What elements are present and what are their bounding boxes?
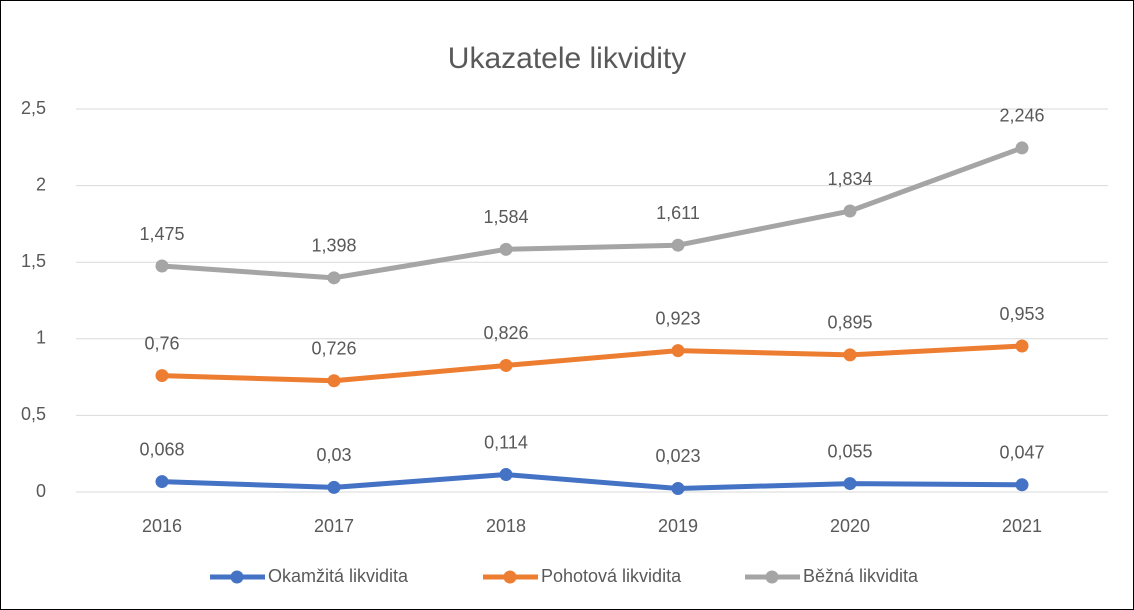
point — [155, 475, 169, 489]
point — [155, 259, 169, 273]
data-label: 0,953 — [999, 304, 1044, 324]
data-label: 0,114 — [484, 432, 528, 452]
data-label: 1,398 — [311, 236, 356, 256]
point — [1015, 339, 1029, 353]
data-label: 0,923 — [655, 308, 700, 328]
point — [155, 369, 169, 383]
legend-label: Okamžitá likvidita — [268, 566, 409, 586]
data-label: 1,611 — [656, 203, 700, 223]
point — [671, 481, 685, 495]
y-tick-label: 2,5 — [21, 98, 46, 118]
point — [499, 468, 513, 482]
point — [1015, 478, 1029, 492]
series-line — [159, 472, 1025, 491]
data-label: 0,055 — [827, 441, 872, 461]
y-tick-label: 1,5 — [21, 251, 46, 271]
data-label: 0,047 — [999, 443, 1044, 463]
data-label: 0,726 — [311, 339, 356, 359]
y-tick-label: 2 — [36, 174, 46, 194]
point — [843, 477, 857, 491]
data-label: 1,584 — [483, 207, 528, 227]
data-label: 0,068 — [139, 439, 184, 459]
y-tick-label: 0 — [36, 481, 46, 501]
x-tick-label: 2016 — [142, 516, 182, 536]
point — [1015, 141, 1029, 155]
chart-title: Ukazatele likvidity — [448, 42, 686, 75]
data-label: 0,826 — [483, 323, 528, 343]
y-tick-label: 1 — [36, 328, 46, 348]
point — [499, 242, 513, 256]
data-label: 0,03 — [316, 445, 351, 465]
data-label: 0,76 — [144, 333, 179, 353]
x-tick-label: 2020 — [830, 516, 870, 536]
x-tick-label: 2019 — [658, 516, 698, 536]
data-label: 1,475 — [139, 224, 184, 244]
legend-label: Pohotová likvidita — [541, 566, 682, 586]
point — [327, 271, 341, 285]
x-tick-label: 2018 — [486, 516, 526, 536]
point — [843, 348, 857, 362]
point — [671, 344, 685, 358]
y-tick-label: 0,5 — [21, 404, 46, 424]
legend-marker — [230, 570, 244, 584]
data-label: 0,023 — [655, 446, 700, 466]
point — [843, 204, 857, 218]
legend-marker — [765, 570, 779, 584]
point — [499, 358, 513, 372]
data-label: 0,895 — [827, 313, 872, 333]
point — [671, 238, 685, 252]
point — [327, 480, 341, 494]
x-tick-label: 2017 — [314, 516, 354, 536]
series-line — [159, 343, 1025, 384]
data-label: 2,246 — [999, 106, 1044, 126]
legend-label: Běžná likvidita — [803, 566, 919, 586]
data-label: 1,834 — [827, 169, 872, 189]
legend-marker — [503, 570, 517, 584]
x-tick-label: 2021 — [1002, 516, 1042, 536]
series-line — [159, 145, 1025, 281]
point — [327, 374, 341, 388]
